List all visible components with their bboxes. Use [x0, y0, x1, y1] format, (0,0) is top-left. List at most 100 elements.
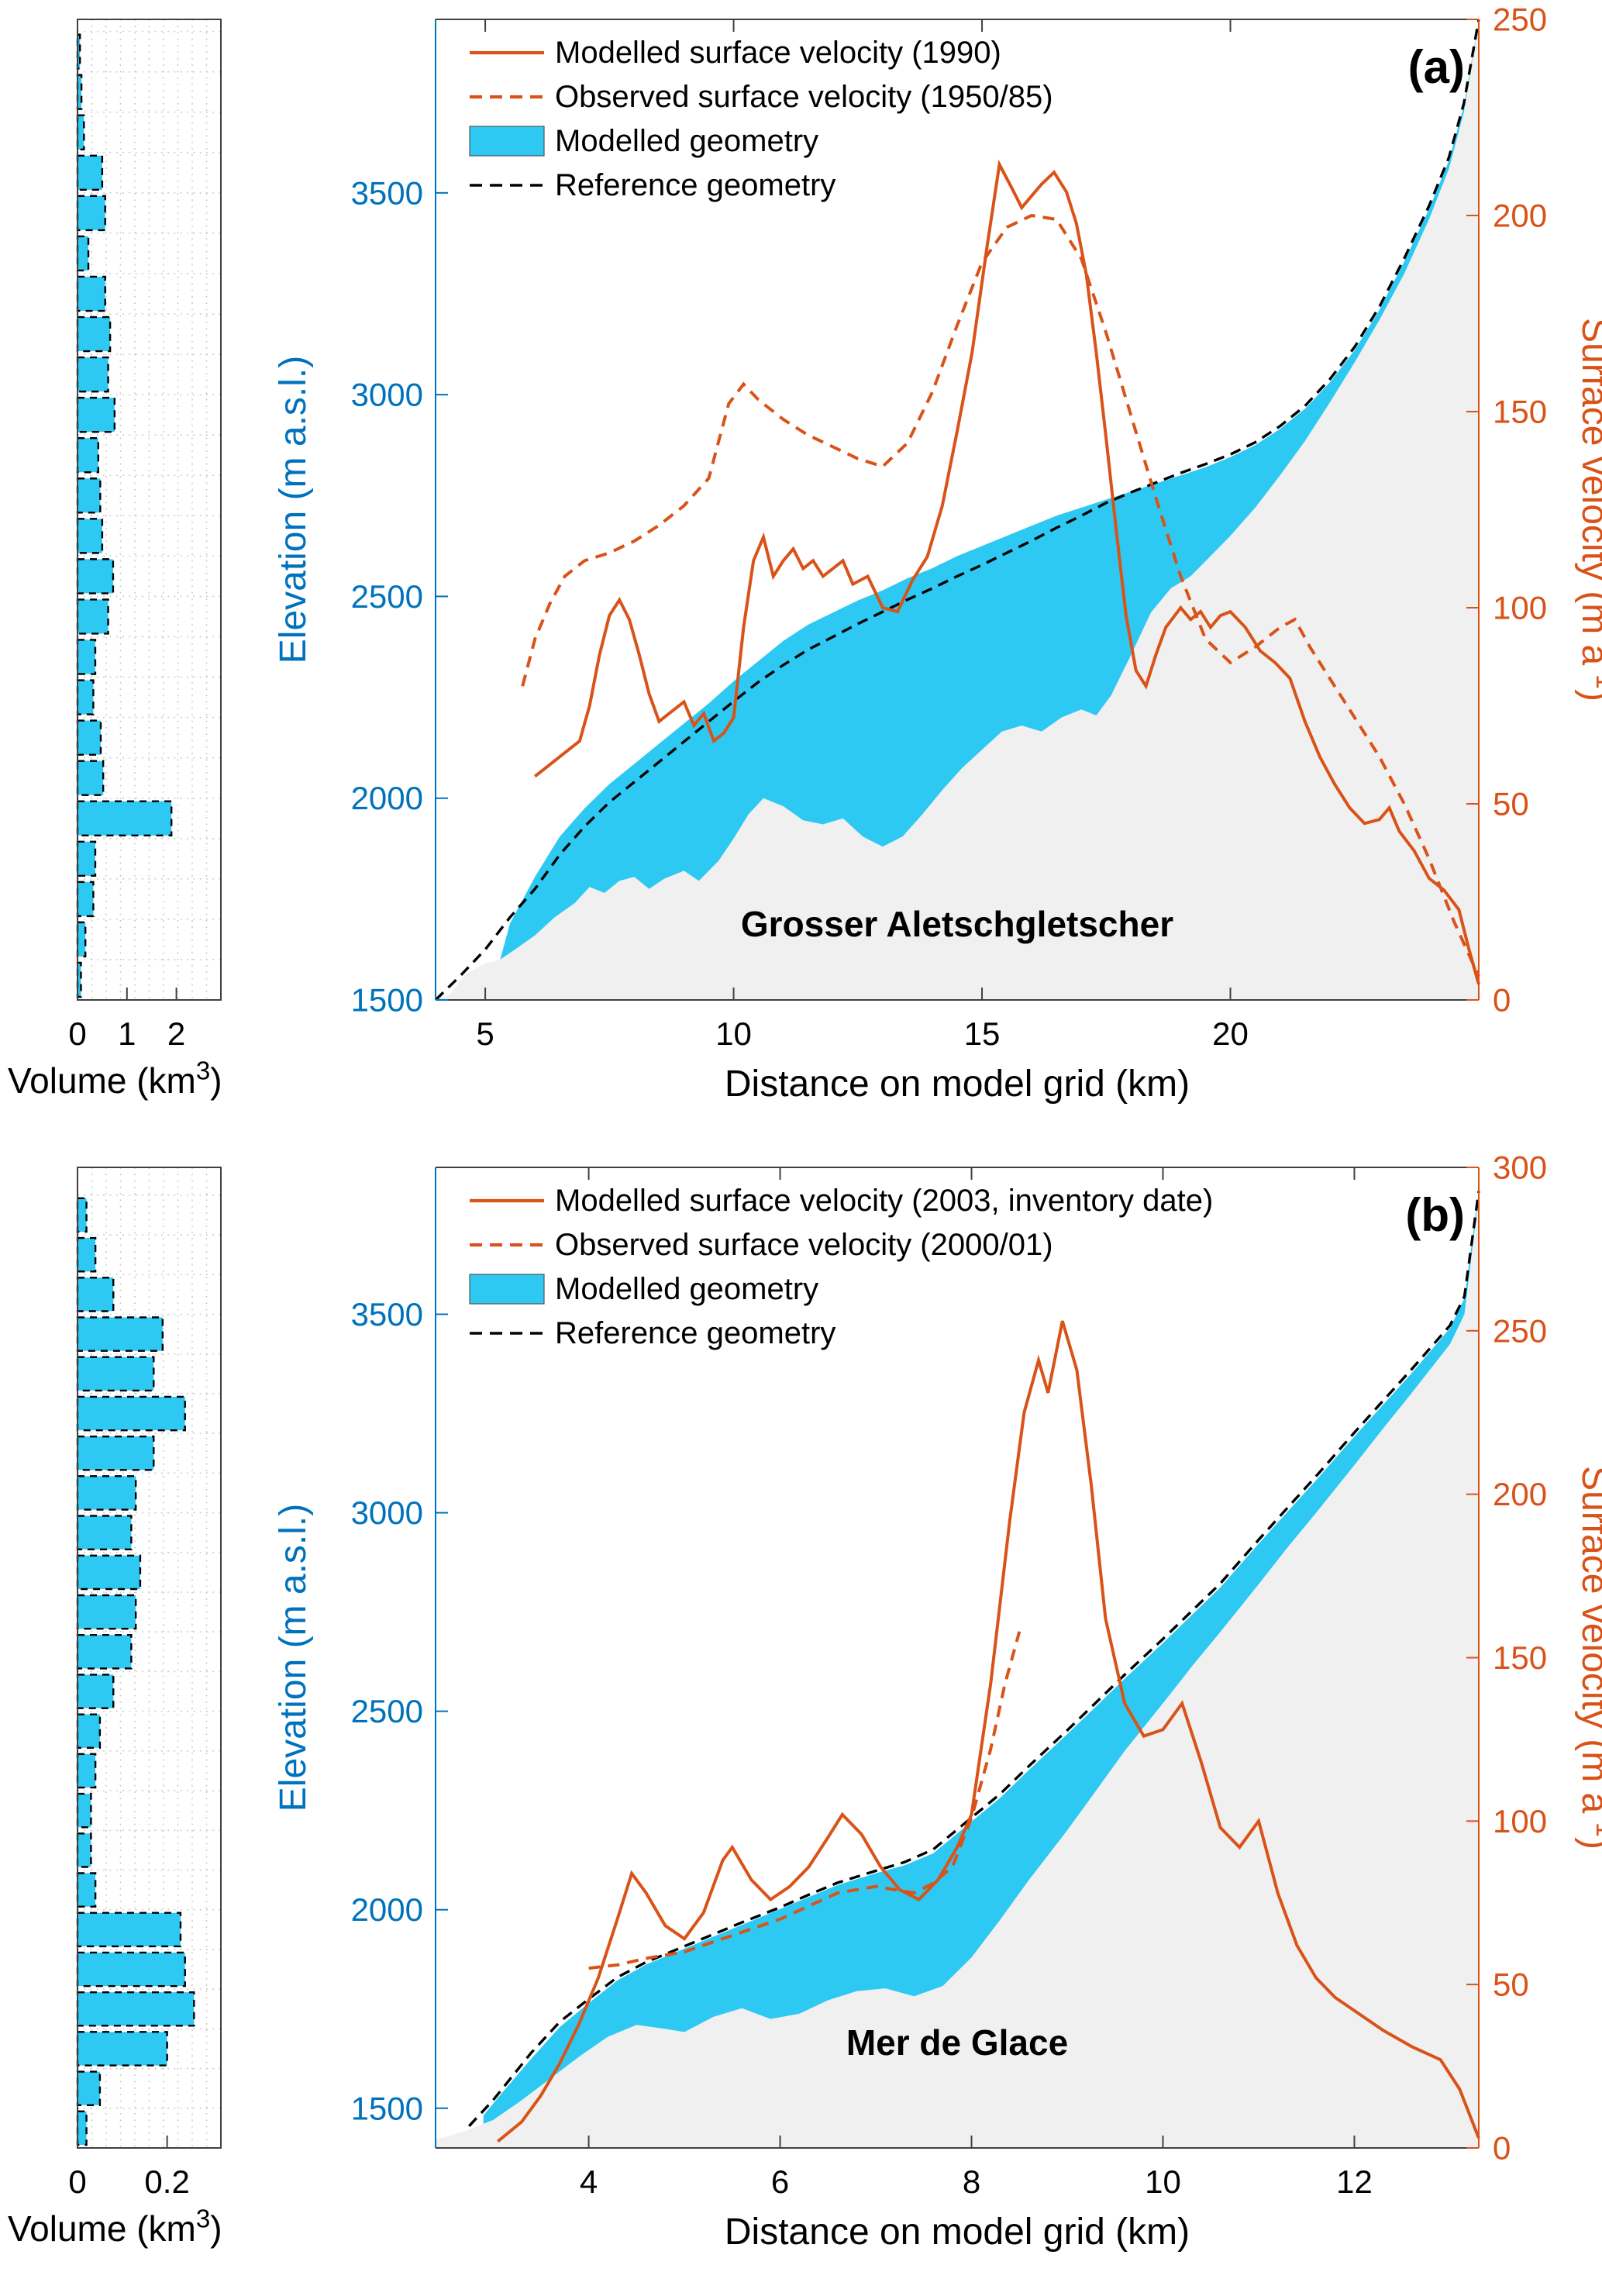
legend-label: Modelled geometry — [555, 124, 818, 158]
volume-bar — [76, 235, 90, 272]
legend: Modelled surface velocity (2003, invento… — [469, 1184, 1213, 1350]
volume-bar — [76, 356, 109, 393]
volume-axis-label: Volume (km3) — [8, 2205, 222, 2249]
x-tick-label: 4 — [580, 2163, 598, 2200]
volume-axis-label: Volume (km3) — [8, 1057, 222, 1101]
velocity-axis-label: Surface velocity (m a-1) — [1574, 1466, 1602, 1850]
velocity-tick-label: 0 — [1493, 2130, 1511, 2167]
bed-topography-area — [436, 1195, 1479, 2148]
volume-bar — [76, 436, 99, 474]
distance-axis-label: Distance on model grid (km) — [725, 2212, 1190, 2253]
elevation-tick-label: 2000 — [351, 1891, 423, 1928]
volume-bar — [76, 1395, 186, 1432]
volume-bar — [76, 1991, 195, 2027]
volume-bar — [76, 275, 106, 312]
elevation-axis-label: Elevation (m a.s.l.) — [273, 1504, 314, 1812]
elevation-axis-label: Elevation (m a.s.l.) — [273, 356, 314, 664]
legend-label: Modelled surface velocity (2003, invento… — [555, 1184, 1213, 1218]
volume-tick-label: 1 — [118, 1015, 136, 1052]
volume-bar — [76, 2110, 88, 2146]
volume-bar — [76, 1594, 137, 1630]
volume-bar — [76, 598, 109, 635]
volume-bar — [76, 1912, 182, 1948]
elevation-tick-label: 3000 — [351, 377, 423, 413]
legend-patch-modelled-geometry — [469, 1274, 545, 1305]
velocity-tick-label: 200 — [1493, 198, 1547, 234]
volume-bar — [76, 800, 173, 836]
volume-bar — [76, 1872, 97, 1908]
distance-axis-label: Distance on model grid (km) — [725, 1064, 1190, 1105]
legend-label: Observed surface velocity (1950/85) — [555, 80, 1053, 114]
volume-bar — [76, 2031, 168, 2067]
volume-bar — [76, 639, 97, 675]
volume-bar — [76, 1951, 186, 1987]
volume-bar — [76, 961, 82, 998]
reference-geometry-line — [434, 19, 1480, 1001]
volume-bar — [76, 1554, 142, 1591]
modelled-geometry-area — [500, 19, 1479, 960]
panel-letter: (a) — [1408, 41, 1465, 93]
volume-tick-label: 0 — [68, 2163, 86, 2200]
x-tick-label: 15 — [964, 1015, 1001, 1052]
legend-label: Observed surface velocity (2000/01) — [555, 1228, 1053, 1262]
legend: Modelled surface velocity (1990) Observed… — [469, 36, 1053, 202]
volume-tick-label: 0 — [68, 1015, 86, 1052]
volume-bar — [76, 1316, 164, 1352]
panel-letter: (b) — [1405, 1189, 1465, 1241]
x-tick-label: 6 — [771, 2163, 789, 2200]
velocity-tick-label: 150 — [1493, 1639, 1547, 1676]
main-plot: 4 6 8 10 12 1500 2000 2500 3000 3500 0 50 100 150 200 2… — [273, 1150, 1602, 2253]
elevation-tick-label: 1500 — [351, 982, 423, 1019]
elevation-tick-label: 3000 — [351, 1494, 423, 1531]
modelled-velocity-line — [533, 159, 1480, 985]
volume-bar — [76, 1277, 115, 1312]
velocity-tick-label: 50 — [1493, 786, 1529, 822]
velocity-tick-label: 100 — [1493, 1803, 1547, 1839]
velocity-tick-label: 300 — [1493, 1150, 1547, 1186]
volume-bar — [76, 74, 83, 110]
legend-label: Modelled geometry — [555, 1272, 818, 1306]
velocity-tick-label: 0 — [1493, 982, 1511, 1019]
elevation-tick-label: 3500 — [351, 174, 423, 211]
volume-bar — [76, 1832, 92, 1868]
volume-bar — [76, 1515, 133, 1550]
modelled-velocity-line — [497, 1320, 1480, 2143]
volume-bar — [76, 881, 95, 918]
volume-bar — [76, 1674, 115, 1709]
x-tick-label: 12 — [1336, 2163, 1373, 2200]
observed-velocity-line — [588, 1631, 1021, 1970]
hypsometry-plot: 0 1 2 Volume (km3) — [8, 19, 222, 1101]
volume-bar — [76, 1236, 97, 1273]
hypsometry-frame — [77, 19, 222, 1001]
x-tick-label: 10 — [715, 1015, 752, 1052]
volume-bar — [76, 195, 106, 232]
legend-label: Modelled surface velocity (1990) — [555, 36, 1001, 70]
velocity-tick-label: 50 — [1493, 1967, 1529, 2003]
elevation-tick-label: 2500 — [351, 1693, 423, 1729]
velocity-tick-label: 100 — [1493, 590, 1547, 626]
legend-label: Reference geometry — [555, 168, 835, 202]
volume-bar — [76, 1634, 133, 1670]
x-tick-label: 5 — [476, 1015, 494, 1052]
glacier-title: Grosser Aletschgletscher — [741, 904, 1173, 944]
observed-velocity-line — [521, 213, 1480, 977]
velocity-tick-label: 150 — [1493, 394, 1547, 430]
volume-bar — [76, 315, 112, 353]
elevation-tick-label: 2500 — [351, 578, 423, 615]
volume-bar — [76, 1713, 102, 1750]
volume-bar — [76, 2070, 102, 2106]
glacier-title: Mer de Glace — [846, 2022, 1068, 2063]
velocity-axis-label: Surface velocity (m a-1) — [1574, 318, 1602, 702]
volume-bar — [76, 679, 95, 715]
modelled-geometry-area — [483, 1191, 1480, 2124]
x-tick-label: 10 — [1145, 2163, 1181, 2200]
elevation-tick-label: 2000 — [351, 780, 423, 816]
velocity-tick-label: 250 — [1493, 1312, 1547, 1349]
volume-bar — [76, 1435, 155, 1471]
volume-bar — [76, 1356, 155, 1392]
legend-patch-modelled-geometry — [469, 126, 545, 157]
volume-bar — [76, 518, 104, 554]
volume-bar — [76, 1753, 97, 1789]
